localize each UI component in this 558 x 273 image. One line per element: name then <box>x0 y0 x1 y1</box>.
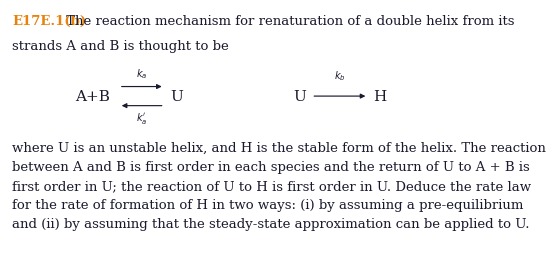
Text: $k_b$: $k_b$ <box>334 69 345 83</box>
Text: strands A and B is thought to be: strands A and B is thought to be <box>12 40 229 53</box>
Text: U: U <box>293 90 306 104</box>
Text: A+B: A+B <box>75 90 110 104</box>
Text: $k_a'$: $k_a'$ <box>136 111 147 126</box>
Text: H: H <box>373 90 386 104</box>
Text: $k_a$: $k_a$ <box>136 67 147 81</box>
Text: E17E.1(b): E17E.1(b) <box>12 15 86 28</box>
Text: U: U <box>170 90 183 104</box>
Text: where U is an unstable helix, and H is the stable form of the helix. The reactio: where U is an unstable helix, and H is t… <box>12 142 546 231</box>
Text: The reaction mechanism for renaturation of a double helix from its: The reaction mechanism for renaturation … <box>62 15 515 28</box>
